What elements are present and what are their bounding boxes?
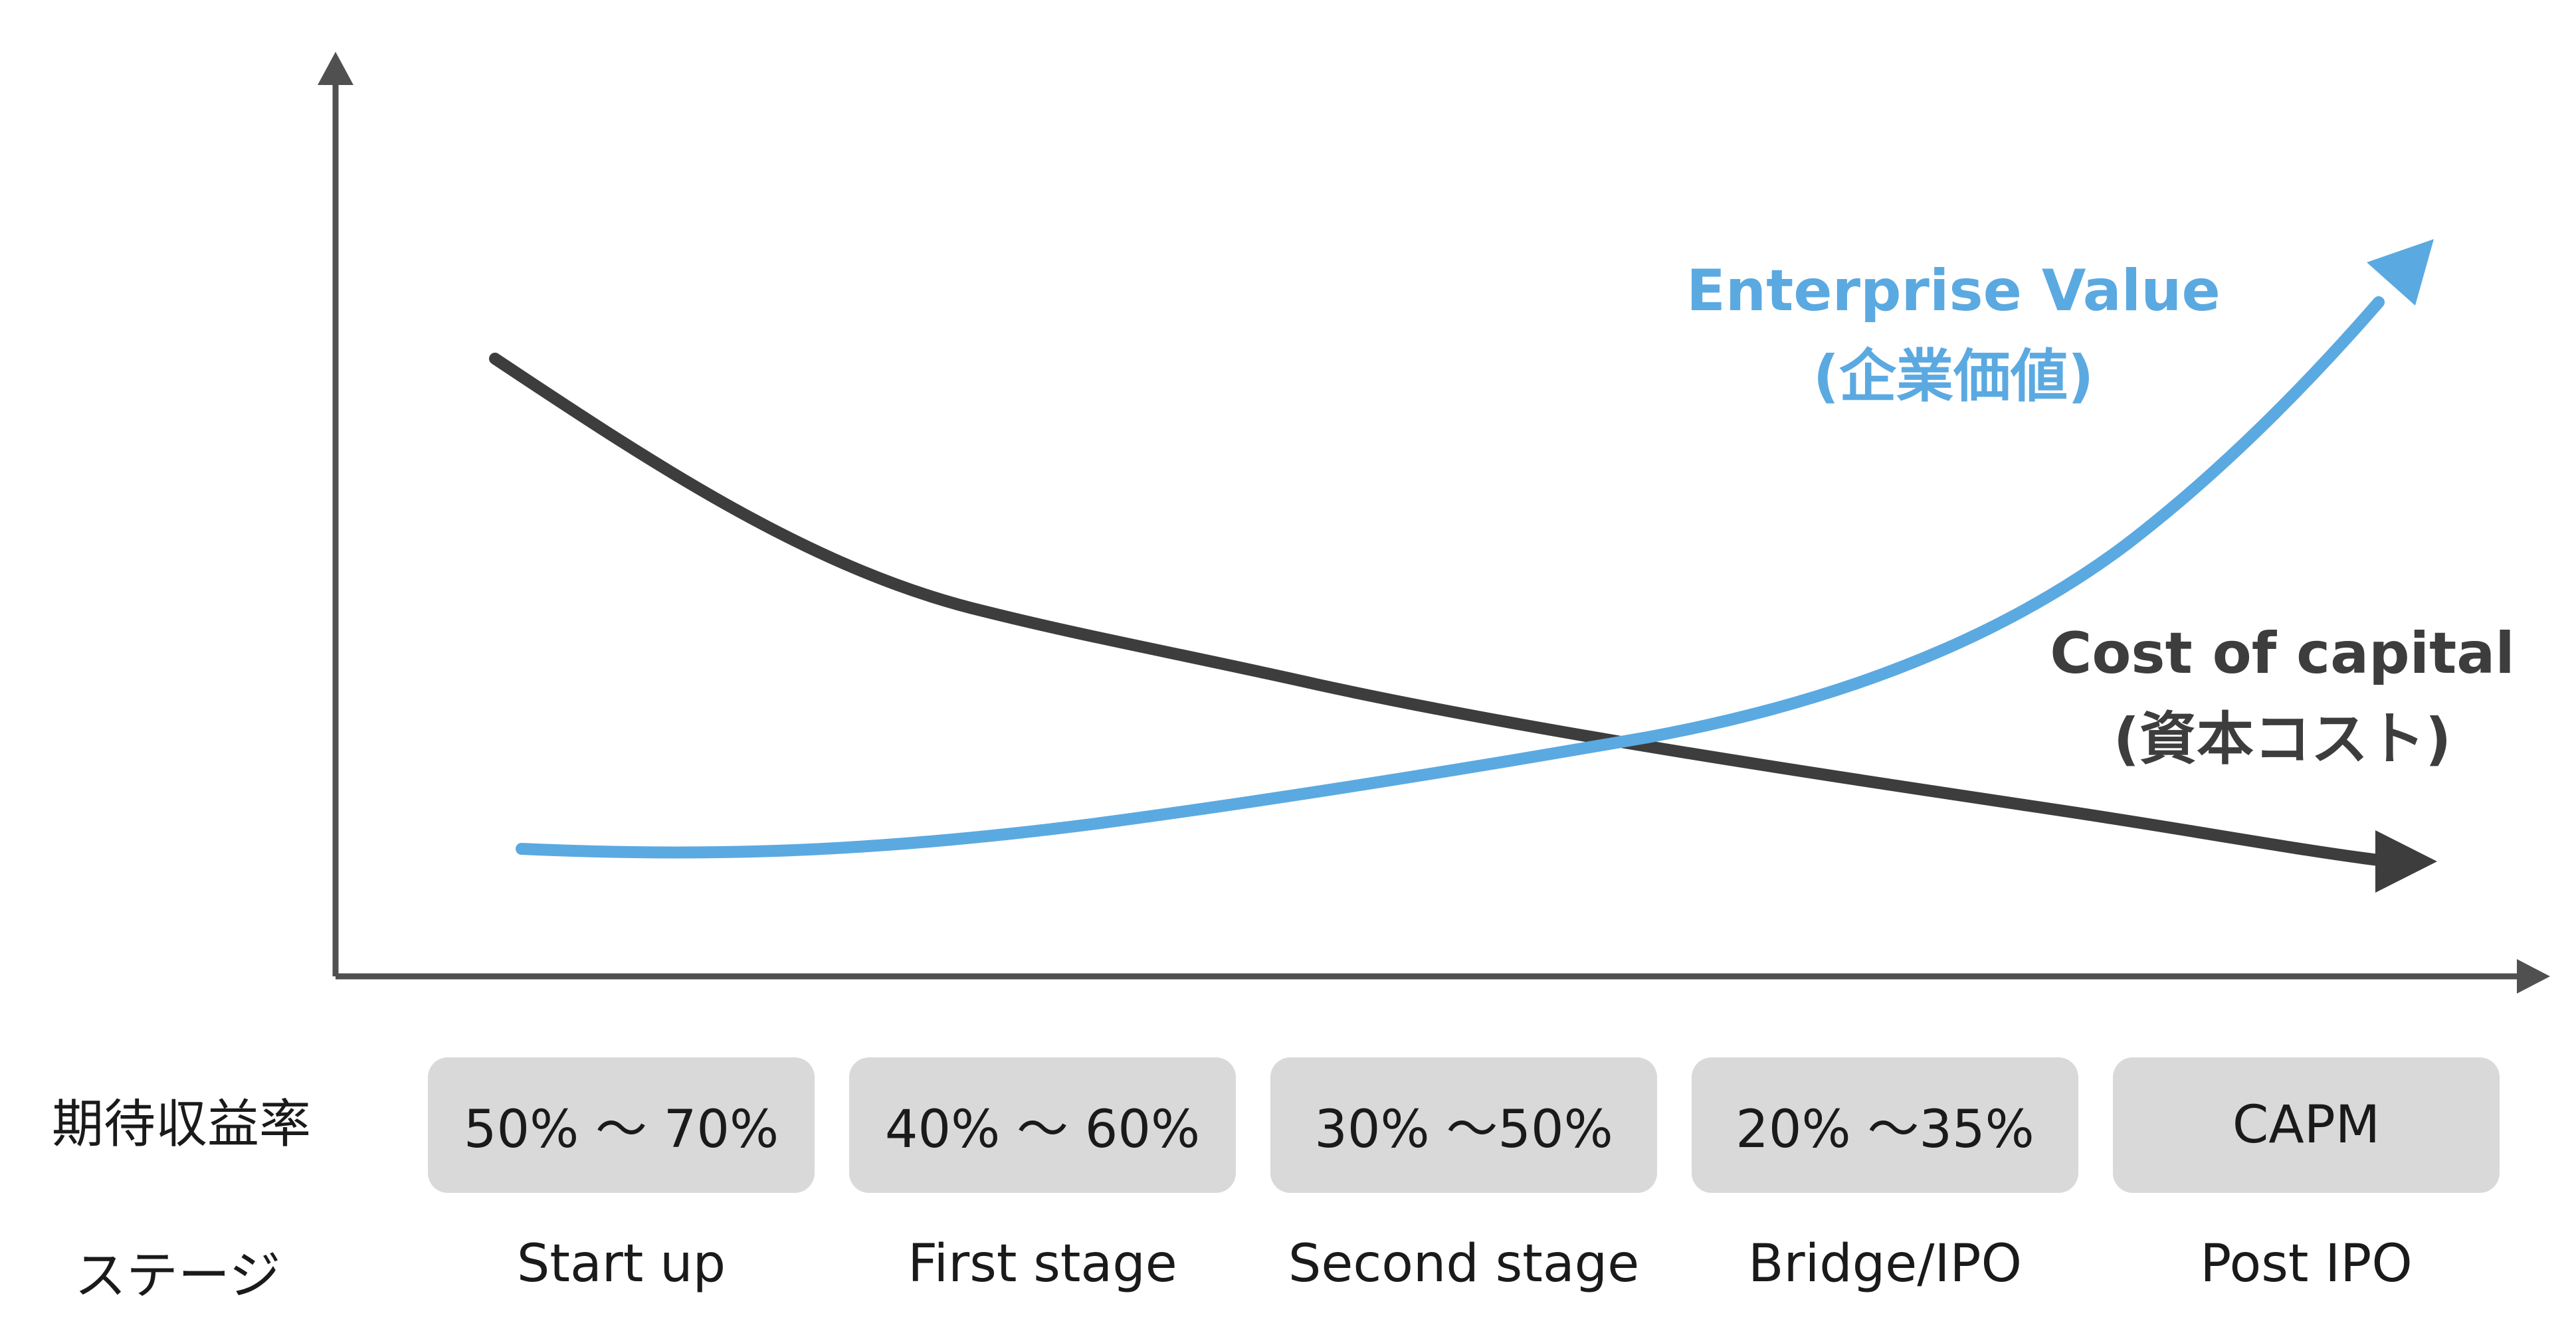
y-axis-arrow-icon — [318, 52, 353, 85]
cost-of-capital-label-en: Cost of capital — [2050, 620, 2515, 687]
stage-row-label: ステージ — [74, 1246, 281, 1306]
rate-box-first-stage: 40% ～ 60% — [849, 1057, 1236, 1193]
enterprise-value-label-ja: (企業価値) — [1813, 343, 2094, 410]
enterprise-value-label-en: Enterprise Value — [1686, 258, 2221, 324]
x-axis-arrow-icon — [2517, 959, 2550, 994]
rate-box-second-stage: 30% ～50% — [1270, 1057, 1657, 1193]
cost-of-capital-label: Cost of capital (資本コスト) — [1943, 611, 2576, 782]
enterprise-value-label: Enterprise Value (企業価値) — [1615, 248, 2292, 420]
cost-of-capital-curve — [489, 353, 2385, 866]
stage-name-start-up: Start up — [516, 1234, 726, 1294]
rate-box-post-ipo: CAPM — [2113, 1057, 2500, 1193]
rate-box-bridge-ipo: 20% ～35% — [1692, 1057, 2078, 1193]
expected-return-row-label: 期待収益率 — [52, 1095, 312, 1154]
stage-name-post-ipo: Post IPO — [2200, 1234, 2413, 1294]
stage-name-second-stage: Second stage — [1288, 1234, 1640, 1294]
enterprise-value-curve — [516, 296, 2385, 859]
stage-name-bridge-ipo: Bridge/IPO — [1748, 1234, 2022, 1294]
cost-of-capital-arrow-icon — [2375, 830, 2437, 893]
cost-of-capital-label-ja: (資本コスト) — [2113, 706, 2452, 772]
rate-box-start-up: 50% ～ 70% — [428, 1057, 815, 1193]
enterprise-value-arrow-icon — [2367, 239, 2434, 306]
stage-name-first-stage: First stage — [908, 1234, 1177, 1294]
